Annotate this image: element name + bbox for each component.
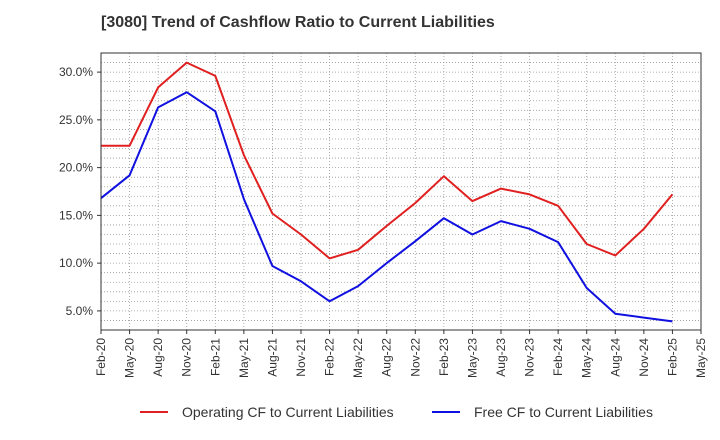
series-line-operating-cf	[101, 61, 674, 260]
x-tick-label: May-20	[123, 338, 137, 378]
legend-item-operating-cf: Operating CF to Current Liabilities	[140, 404, 394, 420]
x-tick-label: May-25	[694, 338, 708, 378]
y-tick-label: 20.0%	[59, 161, 93, 175]
y-tick-label: 25.0%	[59, 113, 93, 127]
chart-title: [3080] Trend of Cashflow Ratio to Curren…	[101, 14, 495, 31]
y-tick-label: 15.0%	[59, 208, 93, 222]
series-line-free-cf	[100, 91, 673, 323]
legend: Operating CF to Current Liabilities Free…	[0, 404, 720, 426]
x-tick-label: Feb-20	[94, 338, 108, 376]
plot-area	[101, 53, 701, 330]
plot-border	[100, 52, 702, 331]
x-tick-label: Nov-20	[180, 338, 194, 377]
x-tick-label: Aug-22	[380, 338, 394, 377]
legend-swatch-operating-cf	[140, 411, 168, 413]
x-tick-label: Feb-25	[665, 338, 679, 376]
x-tick-label: Feb-23	[437, 338, 451, 376]
x-tick-label: Nov-22	[408, 338, 422, 377]
x-tick-label: Aug-23	[494, 338, 508, 377]
plot-background	[101, 53, 701, 330]
x-tick-label: Aug-21	[265, 338, 279, 377]
x-tick-label: Feb-22	[323, 338, 337, 376]
x-tick-label: May-23	[465, 338, 479, 378]
x-tick-label: Aug-20	[151, 338, 165, 377]
legend-label-free-cf: Free CF to Current Liabilities	[474, 404, 653, 420]
x-tick-label: Feb-24	[551, 338, 565, 376]
x-tick-label: May-22	[351, 338, 365, 378]
legend-swatch-free-cf	[432, 411, 460, 413]
x-tick-label: May-24	[580, 338, 594, 378]
series-layer	[100, 61, 674, 323]
y-tick-label: 10.0%	[59, 256, 93, 270]
x-tick-label: Aug-24	[608, 338, 622, 377]
legend-item-free-cf: Free CF to Current Liabilities	[432, 404, 653, 420]
legend-label-operating-cf: Operating CF to Current Liabilities	[182, 404, 394, 420]
x-tick-label: May-21	[237, 338, 251, 378]
x-tick-label: Feb-21	[208, 338, 222, 376]
x-tick-label: Nov-21	[294, 338, 308, 377]
axes: 5.0% 10.0% 15.0% 20.0% 25.0% 30.0% Feb-20 May-2…	[59, 52, 708, 378]
y-tick-label: 30.0%	[59, 65, 93, 79]
y-tick-label: 5.0%	[66, 304, 94, 318]
line-chart: 5.0% 10.0% 15.0% 20.0% 25.0% 30.0% Feb-20 May-2…	[59, 52, 708, 378]
x-tick-label: Nov-23	[523, 338, 537, 377]
x-tick-label: Nov-24	[637, 338, 651, 377]
